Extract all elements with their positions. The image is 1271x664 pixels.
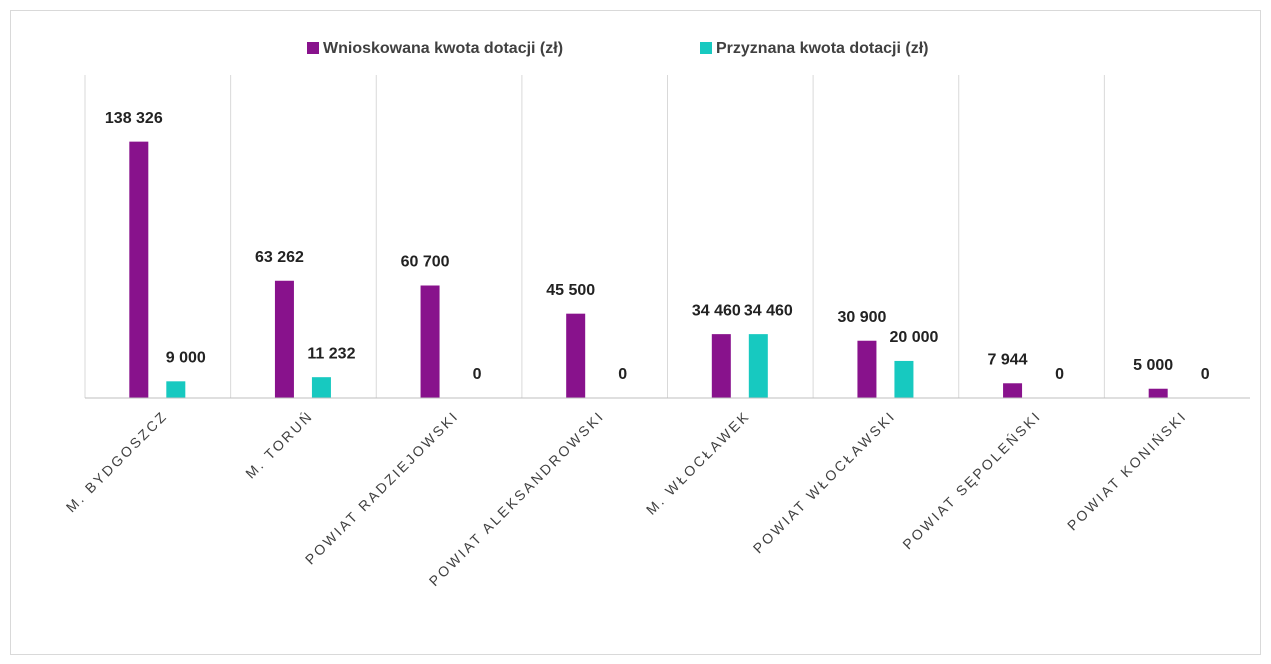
data-label: 7 944 — [988, 351, 1028, 368]
bar — [748, 334, 768, 398]
bar — [857, 340, 877, 398]
data-label: 34 460 — [692, 302, 741, 319]
data-label: 0 — [618, 366, 627, 383]
data-label: 60 700 — [401, 254, 450, 271]
data-label: 30 900 — [837, 309, 886, 326]
legend-label: Przyznana kwota dotacji (zł) — [716, 40, 928, 57]
data-label: 138 326 — [105, 110, 163, 127]
data-label: 0 — [1055, 366, 1064, 383]
data-label: 20 000 — [889, 329, 938, 346]
bar — [711, 334, 731, 398]
bar — [566, 313, 586, 398]
data-label: 63 262 — [255, 249, 304, 266]
legend-swatch — [307, 42, 319, 54]
bar — [166, 381, 186, 398]
data-label: 45 500 — [546, 282, 595, 299]
legend-swatch — [700, 42, 712, 54]
bar — [1003, 383, 1023, 398]
bar — [1148, 388, 1168, 398]
bar — [311, 377, 331, 398]
chart-border — [10, 10, 1261, 655]
legend-label: Wnioskowana kwota dotacji (zł) — [323, 40, 563, 57]
data-label: 0 — [473, 366, 482, 383]
bar — [274, 280, 294, 398]
bar — [129, 141, 149, 399]
bar — [894, 360, 914, 398]
data-label: 9 000 — [166, 350, 206, 367]
data-label: 0 — [1201, 366, 1210, 383]
data-label: 5 000 — [1133, 357, 1173, 374]
data-label: 11 232 — [307, 345, 355, 362]
data-label: 34 460 — [744, 302, 793, 319]
bar — [420, 285, 440, 398]
